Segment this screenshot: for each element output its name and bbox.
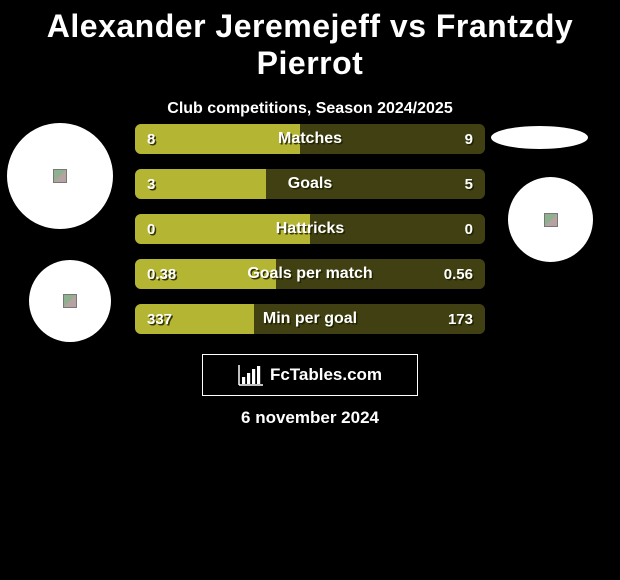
comparison-chart: 89Matches 35Goals 00Hattricks 0.380.56Goals… [135, 124, 485, 349]
player1-club-badge [29, 260, 111, 342]
barchart-icon [238, 364, 264, 386]
bar-metric-label: Matches [135, 124, 485, 154]
bar-metric-label: Hattricks [135, 214, 485, 244]
generation-date: 6 november 2024 [0, 408, 620, 428]
comparison-row: 35Goals [135, 169, 485, 199]
site-logo[interactable]: FcTables.com [202, 354, 418, 396]
comparison-row: 89Matches [135, 124, 485, 154]
bar-metric-label: Min per goal [135, 304, 485, 334]
player1-avatar-large [7, 123, 113, 229]
bar-metric-label: Goals [135, 169, 485, 199]
bar-metric-label: Goals per match [135, 259, 485, 289]
subtitle: Club competitions, Season 2024/2025 [0, 100, 620, 118]
comparison-row: 0.380.56Goals per match [135, 259, 485, 289]
comparison-row: 337173Min per goal [135, 304, 485, 334]
comparison-row: 00Hattricks [135, 214, 485, 244]
player2-avatar-large [508, 177, 593, 262]
page-title: Alexander Jeremejeff vs Frantzdy Pierrot [0, 0, 620, 82]
logo-text: FcTables.com [270, 365, 382, 385]
player2-club-badge [491, 126, 588, 149]
